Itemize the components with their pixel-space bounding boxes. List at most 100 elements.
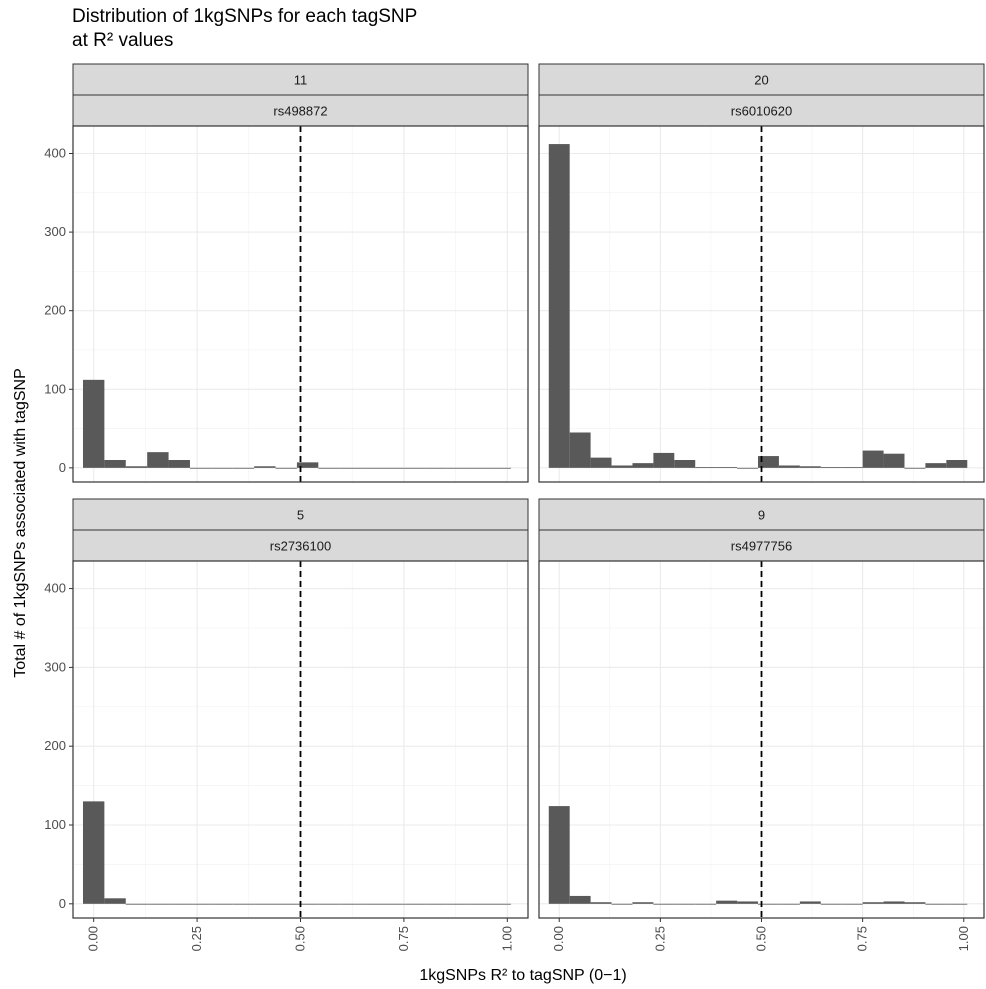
histogram-bar xyxy=(569,432,591,468)
histogram-bar xyxy=(189,467,212,469)
facet-strip-top xyxy=(72,498,529,531)
histogram-bar xyxy=(446,903,469,905)
histogram-bar xyxy=(125,466,148,468)
x-axis-title: 1kgSNPs R² to tagSNP (0−1) xyxy=(419,967,626,984)
x-tick-label: 0.75 xyxy=(855,926,870,951)
histogram-bar xyxy=(590,457,612,468)
histogram-bar xyxy=(737,901,759,904)
histogram-bar xyxy=(446,467,469,469)
facet-strip-bottom xyxy=(538,94,985,127)
histogram-bar xyxy=(361,467,383,469)
facet-strip-bottom xyxy=(72,94,529,127)
histogram-bar xyxy=(403,467,426,469)
histogram-bar xyxy=(946,903,968,905)
histogram-bar xyxy=(468,903,490,905)
histogram-bar xyxy=(653,903,675,905)
histogram-bar xyxy=(632,902,654,904)
facet-panel-1: 20 rs6010620 xyxy=(538,63,985,483)
histogram-bar xyxy=(946,459,968,468)
panel-border xyxy=(72,125,529,483)
facet-panel-0: 11 rs498872 0 100 200 300 400 xyxy=(44,63,529,483)
histogram-bar xyxy=(339,467,362,469)
histogram-bar xyxy=(296,903,319,905)
histogram-bar xyxy=(104,898,126,904)
histogram-bar xyxy=(925,903,947,905)
histogram-bar xyxy=(757,903,779,905)
histogram-bar xyxy=(189,903,212,905)
histogram-bar xyxy=(382,903,404,905)
facet-strip-top xyxy=(72,63,529,96)
chart-subtitle: at R² values xyxy=(72,30,173,51)
facet-strip-top xyxy=(538,63,985,96)
facet-strip-label: 11 xyxy=(294,73,308,88)
bars xyxy=(548,806,968,905)
histogram-bar xyxy=(778,465,800,468)
y-tick-label: 100 xyxy=(44,817,66,832)
facet-panel-2: 5 rs2736100 0 100 200 300 400 0.00 0.25 0.50 0.75 1… xyxy=(44,498,529,951)
x-tick-label: 0.00 xyxy=(551,926,566,951)
histogram-bar xyxy=(695,467,717,468)
bars xyxy=(548,144,968,469)
histogram-bar xyxy=(883,453,905,468)
histogram-bar xyxy=(361,903,383,905)
facet-strip-snp-label: rs6010620 xyxy=(731,104,792,119)
histogram-bar xyxy=(82,379,105,468)
histogram-bar xyxy=(820,467,842,468)
facet-strip-label: 20 xyxy=(754,73,768,88)
histogram-bar xyxy=(737,467,759,469)
facet-strip-snp-label: rs2736100 xyxy=(270,539,331,554)
histogram-bar xyxy=(716,900,738,904)
histogram-bar xyxy=(925,463,947,468)
histogram-bar xyxy=(799,466,821,468)
facet-strip-snp-label: rs498872 xyxy=(273,104,327,119)
facet-strip-top xyxy=(538,498,985,531)
histogram-bar xyxy=(716,467,738,468)
histogram-bar xyxy=(653,452,675,468)
histogram-bar xyxy=(425,467,447,469)
histogram-bar xyxy=(168,903,190,905)
x-tick-label: 0.25 xyxy=(189,926,204,951)
chart-title: Distribution of 1kgSNPs for each tagSNP xyxy=(72,6,417,27)
x-tick-label: 0.75 xyxy=(396,926,411,951)
histogram-bar xyxy=(632,463,654,468)
histogram-bar xyxy=(125,903,148,905)
x-tick-label: 0.50 xyxy=(293,926,308,951)
histogram-bar xyxy=(820,903,842,905)
histogram-bar xyxy=(590,902,612,904)
histogram-bar xyxy=(904,467,926,469)
x-tick-label: 1.00 xyxy=(956,926,971,951)
x-tick-label: 0.50 xyxy=(754,926,769,951)
histogram-bar xyxy=(168,459,190,468)
histogram-bar xyxy=(674,903,696,905)
x-tick-label: 1.00 xyxy=(499,926,514,951)
histogram-bar xyxy=(489,467,511,469)
histogram-bar xyxy=(232,467,255,469)
histogram-bar xyxy=(757,456,779,468)
bars xyxy=(82,379,511,469)
histogram-bar xyxy=(318,903,340,905)
histogram-bar xyxy=(296,462,319,468)
histogram-bar xyxy=(695,903,717,905)
histogram-bar xyxy=(862,450,884,468)
histogram-bar xyxy=(883,901,905,904)
histogram-bar xyxy=(468,467,490,469)
y-tick-label: 400 xyxy=(44,146,66,161)
histogram-bar xyxy=(275,903,297,905)
y-axis-title: Total # of 1kgSNPs associated with tagSN… xyxy=(12,368,29,678)
grid xyxy=(539,561,984,918)
histogram-bar xyxy=(425,903,447,905)
histogram-bar xyxy=(339,903,362,905)
histogram-bar xyxy=(611,465,633,468)
histogram-bar xyxy=(211,903,233,905)
histogram-bar xyxy=(254,466,276,468)
y-tick-label: 400 xyxy=(44,581,66,596)
y-tick-label: 300 xyxy=(44,224,66,239)
y-tick-label: 0 xyxy=(59,896,66,911)
y-tick-label: 0 xyxy=(59,460,66,475)
histogram-bar xyxy=(548,806,570,904)
facet-panel-3: 9 rs4977756 0.00 0.25 0.50 0.75 1.00 xyxy=(538,498,985,951)
y-tick-label: 200 xyxy=(44,303,66,318)
facet-strip-bottom xyxy=(72,529,529,562)
histogram-bar xyxy=(275,467,297,469)
histogram-bar xyxy=(318,467,340,469)
